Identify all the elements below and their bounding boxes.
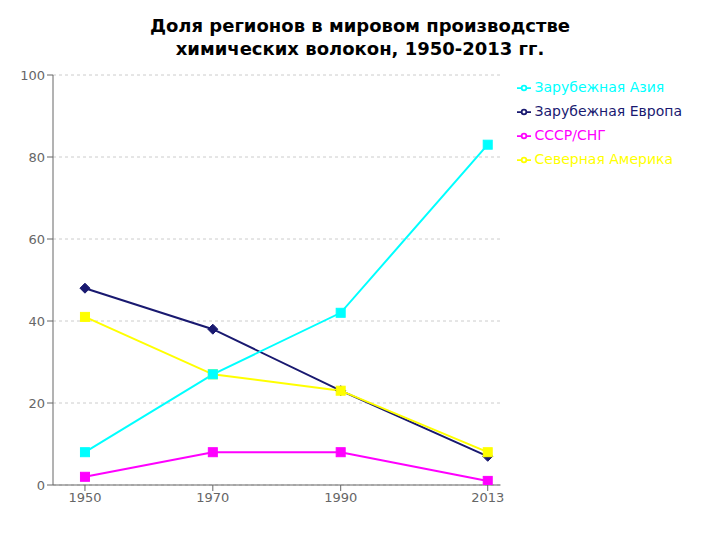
html-text:СССР/СНГ: СССР/СНГ [534,126,606,143]
svg-text:80: 80 [28,149,45,164]
svg-text:20: 20 [28,395,45,410]
svg-text:100: 100 [20,67,45,82]
svg-text:2013: 2013 [471,490,504,505]
svg-text:1950: 1950 [68,490,101,505]
html-text:Доля регионов в мировом произв: Доля регионов в мировом производстве [150,15,570,36]
svg-text:1990: 1990 [324,490,357,505]
svg-text:60: 60 [28,231,45,246]
html-text:Зарубежная Азия: Зарубежная Азия [534,78,665,95]
svg-text:1970: 1970 [196,490,229,505]
svg-text:40: 40 [28,313,45,328]
html-text:химических волокон, 1950-2013: химических волокон, 1950-2013 гг. [175,38,545,60]
svg-text:0: 0 [37,477,45,492]
html-text:Северная Америка: Северная Америка [534,150,673,167]
html-text:Зарубежная Европа: Зарубежная Европа [534,102,682,119]
